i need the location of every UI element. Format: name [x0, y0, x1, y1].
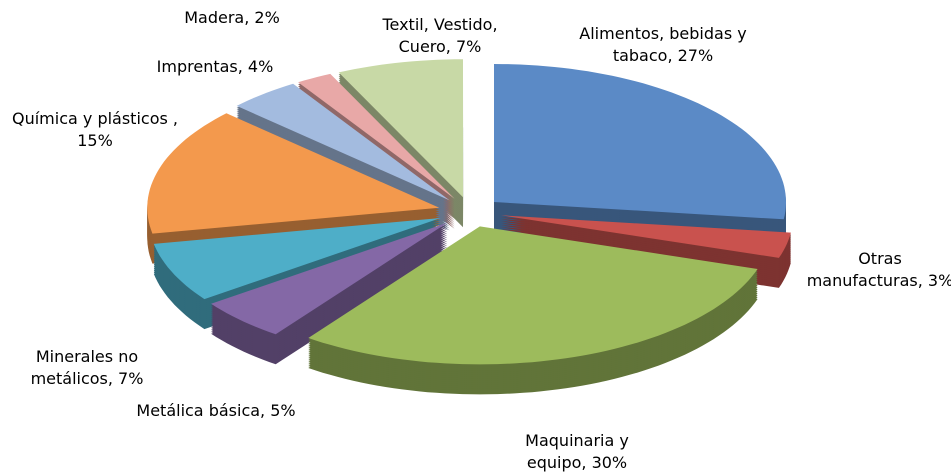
slice-side: [501, 227, 791, 270]
slice-top: [298, 73, 455, 199]
slice: [147, 113, 440, 264]
data-label: Imprentas, 4%: [156, 57, 274, 76]
slice-side: [501, 225, 791, 268]
slice-top: [338, 59, 464, 198]
data-label: Otras manufacturas, 3%: [806, 249, 951, 290]
slice-side: [501, 221, 791, 264]
data-label: Metálica básica, 5%: [136, 401, 296, 420]
slice: [494, 64, 786, 250]
slice-top: [308, 226, 758, 365]
data-label: Maquinaria y equipo, 30%: [525, 431, 629, 472]
slice-side: [501, 223, 791, 266]
slice: [211, 222, 448, 365]
slice-side: [501, 217, 791, 260]
slice-top: [236, 83, 450, 201]
slice-top: [153, 218, 441, 300]
data-label: Textil, Vestido, Cuero, 7%: [382, 15, 498, 56]
data-label: Madera, 2%: [184, 8, 280, 27]
slice-top: [494, 64, 786, 220]
data-label: Minerales no metálicos, 7%: [30, 347, 144, 388]
slice: [308, 226, 758, 395]
slice-top: [147, 113, 440, 234]
slice-side: [501, 229, 791, 272]
data-label: Química y plásticos , 15%: [11, 109, 178, 150]
slice-top: [211, 222, 448, 335]
data-label: Alimentos, bebidas y tabaco, 27%: [579, 24, 747, 65]
slice-side: [501, 219, 791, 262]
slice-top: [501, 215, 791, 258]
